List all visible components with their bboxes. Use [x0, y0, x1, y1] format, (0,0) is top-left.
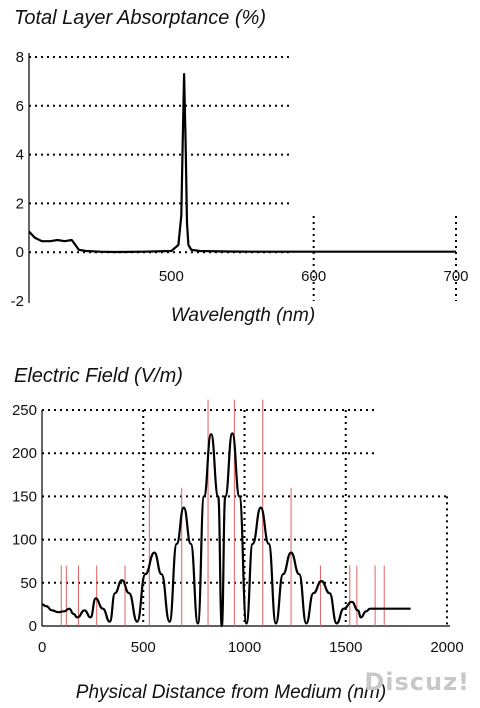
- electric-field-y-tick-labels: 0 50 100 150 200 250: [12, 402, 37, 635]
- electric-field-y-tick-label: 150: [12, 488, 37, 505]
- absorptance-y-tick-label: 8: [16, 49, 24, 66]
- absorptance-y-tick-label: 6: [16, 98, 24, 115]
- electric-field-x-tick-label: 0: [38, 639, 46, 656]
- absorptance-chart-title: Total Layer Absorptance (%): [14, 7, 266, 29]
- electric-field-chart: Electric Field (V/m) 0 50 100 150 200 250 0 50…: [12, 365, 464, 703]
- electric-field-y-tick-label: 200: [12, 445, 37, 462]
- watermark-logo: Discuz!: [364, 668, 470, 696]
- electric-field-x-tick-labels: 0 500 1000 1500 2000: [38, 639, 464, 656]
- electric-field-y-tick-label: 0: [29, 618, 37, 635]
- absorptance-x-tick-label: 500: [159, 268, 184, 285]
- electric-field-y-tick-label: 250: [12, 402, 37, 419]
- absorptance-gridlines: [29, 56, 457, 301]
- electric-field-x-tick-label: 1500: [329, 639, 362, 656]
- absorptance-y-tick-label: -2: [11, 293, 24, 310]
- electric-field-x-tick-label: 500: [131, 639, 156, 656]
- absorptance-series-line: [28, 73, 456, 254]
- electric-field-chart-title: Electric Field (V/m): [14, 365, 183, 387]
- absorptance-x-tick-label: 600: [301, 268, 326, 285]
- absorptance-x-axis-label: Wavelength (nm): [171, 305, 315, 326]
- absorptance-x-tick-label: 700: [443, 268, 468, 285]
- absorptance-y-tick-labels: -2 0 2 4 6 8: [11, 49, 24, 310]
- absorptance-y-tick-label: 2: [16, 195, 24, 212]
- electric-field-x-tick-label: 2000: [430, 639, 463, 656]
- absorptance-chart: Total Layer Absorptance (%) -2 0 2 4 6 8 500 6…: [11, 7, 469, 326]
- electric-field-x-tick-label: 1000: [228, 639, 261, 656]
- electric-field-x-axis-label: Physical Distance from Medium (nm): [76, 682, 386, 703]
- electric-field-y-tick-label: 50: [20, 575, 37, 592]
- electric-field-y-tick-label: 100: [12, 532, 37, 549]
- electric-field-series-line: [41, 432, 411, 628]
- absorptance-x-tick-labels: 500 600 700: [159, 268, 469, 285]
- absorptance-y-tick-label: 4: [16, 147, 24, 164]
- absorptance-y-tick-label: 0: [16, 244, 24, 261]
